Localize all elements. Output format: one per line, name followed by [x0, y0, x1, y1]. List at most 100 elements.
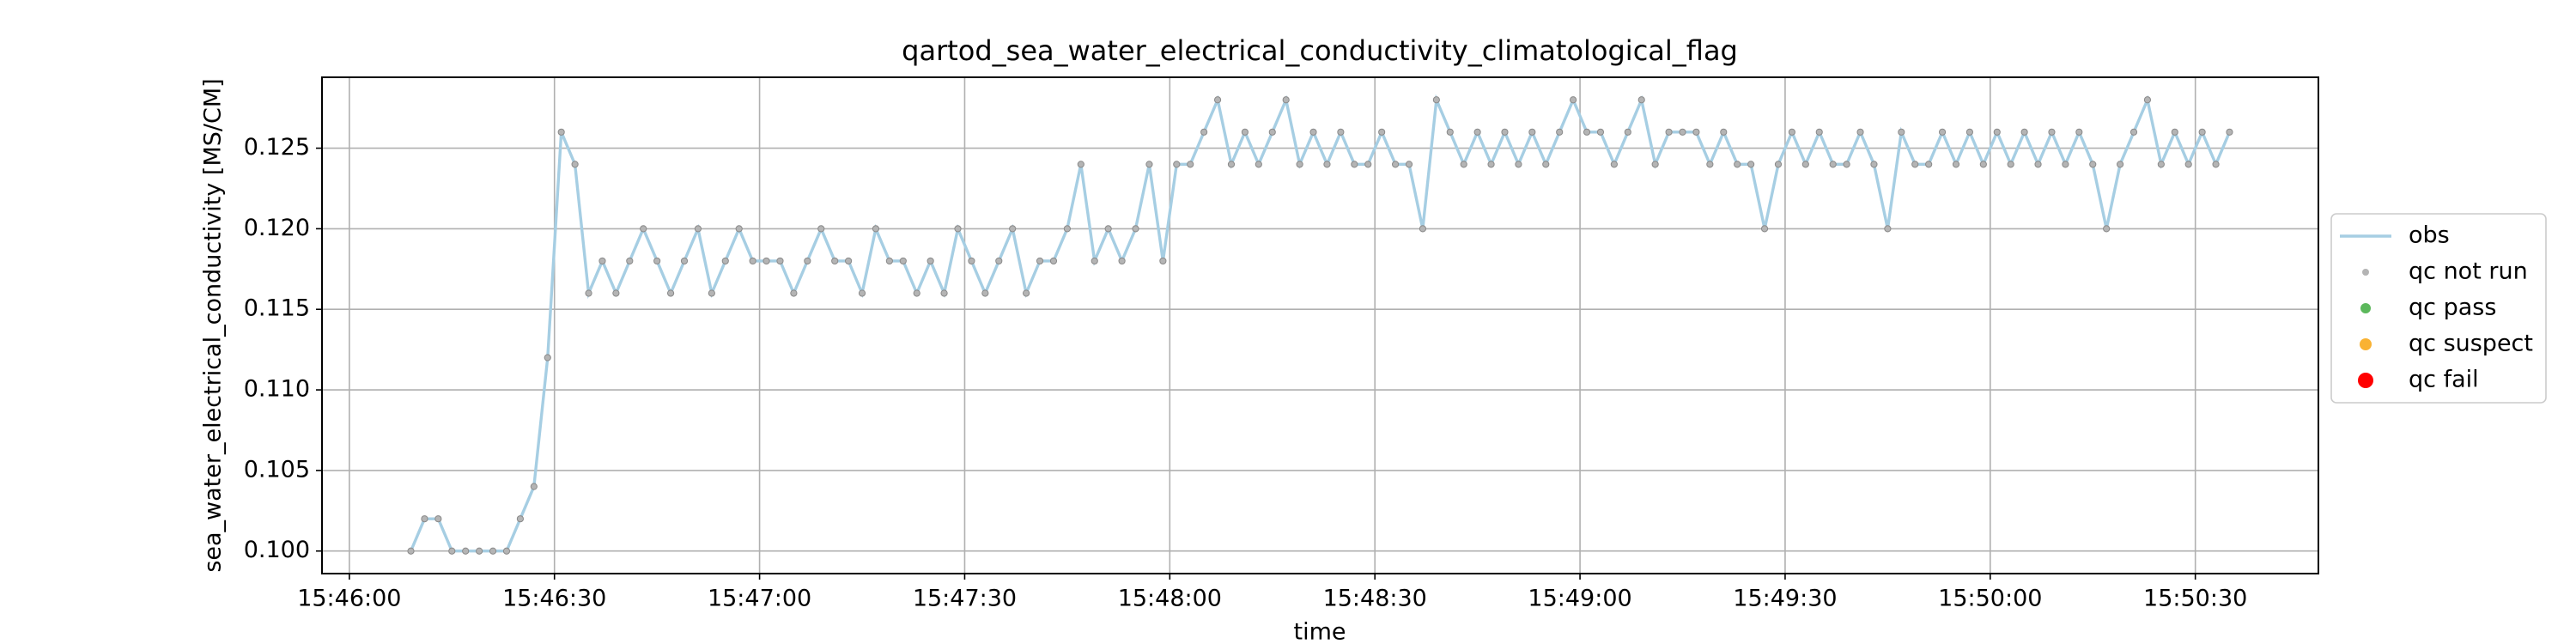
- data-point: [762, 257, 770, 265]
- data-point: [1282, 96, 1290, 104]
- data-point: [1487, 161, 1495, 168]
- data-point: [1870, 161, 1878, 168]
- data-point: [2089, 161, 2097, 168]
- data-point: [2129, 128, 2138, 136]
- x-tick-label: 15:50:00: [1938, 586, 2042, 612]
- y-tick-label: 0.100: [244, 537, 310, 563]
- data-point: [1801, 161, 1809, 168]
- data-point: [2184, 161, 2192, 168]
- x-tick-label: 15:48:30: [1323, 586, 1427, 612]
- y-tick-label: 0.110: [244, 376, 310, 403]
- data-point: [1938, 128, 1947, 136]
- data-point: [1077, 161, 1084, 168]
- x-tick-label: 15:50:30: [2143, 586, 2247, 612]
- data-point: [516, 515, 525, 523]
- chart-title: qartod_sea_water_electrical_conductivity…: [902, 34, 1738, 67]
- data-point: [1323, 161, 1331, 168]
- data-point: [1570, 96, 1577, 104]
- data-point: [1788, 128, 1796, 136]
- data-point: [1583, 128, 1591, 136]
- data-point: [598, 257, 606, 265]
- data-point: [844, 257, 853, 265]
- data-point: [1637, 96, 1645, 104]
- legend-marker: [2360, 338, 2372, 350]
- legend-label: obs: [2409, 222, 2450, 249]
- legend-label: qc not run: [2409, 258, 2528, 285]
- data-point: [1843, 161, 1850, 168]
- data-point: [885, 257, 893, 265]
- data-point: [448, 547, 456, 555]
- data-point: [721, 257, 729, 265]
- x-axis-label: time: [1293, 619, 1346, 644]
- data-point: [1911, 161, 1919, 168]
- data-point: [735, 225, 743, 233]
- data-point: [1556, 128, 1564, 136]
- data-point: [776, 257, 784, 265]
- data-point: [1473, 128, 1481, 136]
- data-point: [1925, 161, 1933, 168]
- data-point: [1200, 128, 1208, 136]
- legend-label: qc pass: [2409, 295, 2496, 321]
- data-point: [571, 161, 579, 168]
- data-point: [421, 515, 428, 523]
- data-point: [1145, 161, 1153, 168]
- data-point: [1364, 161, 1372, 168]
- data-point: [708, 289, 715, 297]
- legend-marker: [2360, 303, 2371, 313]
- data-point: [1884, 225, 1892, 233]
- legend-label: qc suspect: [2409, 331, 2533, 357]
- data-point: [1446, 128, 1454, 136]
- data-point: [544, 354, 551, 361]
- x-tick-label: 15:46:30: [502, 586, 606, 612]
- data-point: [680, 257, 689, 265]
- data-point: [462, 547, 470, 555]
- data-point: [1132, 225, 1139, 233]
- data-point: [954, 225, 962, 233]
- data-point: [2034, 161, 2042, 168]
- data-point: [995, 257, 1003, 265]
- data-point: [1023, 289, 1030, 297]
- x-tick-label: 15:47:00: [708, 586, 811, 612]
- data-point: [2048, 128, 2056, 136]
- data-point: [1665, 128, 1673, 136]
- data-point: [1692, 128, 1700, 136]
- data-point: [612, 289, 620, 297]
- data-point: [2143, 96, 2152, 104]
- y-tick-label: 0.120: [244, 215, 310, 241]
- data-point: [1720, 128, 1728, 136]
- data-point: [1337, 128, 1345, 136]
- data-point: [1747, 161, 1755, 168]
- data-point: [530, 483, 538, 490]
- data-point: [804, 257, 811, 265]
- data-point: [1296, 161, 1303, 168]
- data-point: [1774, 161, 1783, 168]
- data-point: [913, 289, 920, 297]
- data-point: [2103, 225, 2111, 233]
- x-tick-label: 15:48:00: [1118, 586, 1222, 612]
- data-point: [1760, 225, 1769, 233]
- data-point: [640, 225, 647, 233]
- data-point: [790, 289, 798, 297]
- data-point: [1952, 161, 1960, 168]
- data-point: [1734, 161, 1741, 168]
- data-point: [2226, 128, 2233, 136]
- data-point: [1187, 161, 1194, 168]
- data-point: [940, 289, 948, 297]
- data-point: [1528, 128, 1536, 136]
- data-point: [1173, 161, 1181, 168]
- data-point: [1241, 128, 1249, 136]
- data-point: [749, 257, 756, 265]
- data-point: [1679, 128, 1686, 136]
- data-point: [927, 257, 934, 265]
- data-point: [2116, 161, 2124, 168]
- data-point: [2212, 161, 2220, 168]
- data-point: [872, 225, 880, 233]
- data-point: [1213, 96, 1222, 104]
- data-point: [1036, 257, 1044, 265]
- data-point: [1596, 128, 1605, 136]
- y-tick-label: 0.125: [244, 134, 310, 161]
- data-point: [1091, 257, 1098, 265]
- data-point: [2062, 161, 2069, 168]
- data-point: [2075, 128, 2083, 136]
